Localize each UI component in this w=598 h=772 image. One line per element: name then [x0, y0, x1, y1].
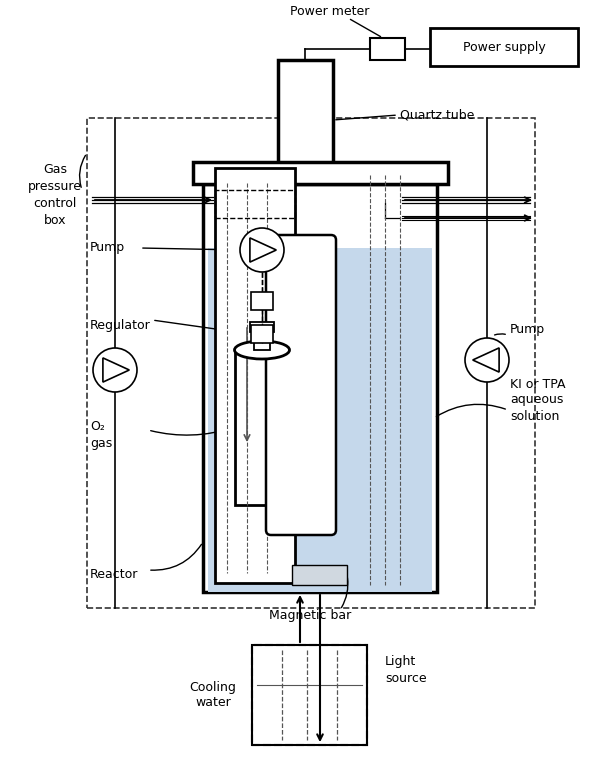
FancyBboxPatch shape [266, 235, 336, 535]
Bar [278, 60, 333, 165]
Circle shape [240, 228, 284, 272]
Text: Regulator: Regulator [90, 319, 151, 331]
Polygon shape [103, 358, 129, 382]
Bar [203, 184, 437, 592]
Text: Quartz tube: Quartz tube [400, 109, 474, 121]
Text: O₂
gas: O₂ gas [90, 421, 112, 449]
Bar [193, 162, 448, 184]
Bar [87, 118, 535, 608]
Bar [235, 350, 290, 505]
Text: Light
source: Light source [385, 655, 426, 685]
Bar [215, 168, 295, 583]
Bar [252, 645, 367, 745]
Bar [251, 325, 273, 343]
Circle shape [93, 348, 137, 392]
Ellipse shape [234, 341, 289, 359]
Circle shape [465, 338, 509, 382]
Text: KI or TPA
aqueous
solution: KI or TPA aqueous solution [510, 378, 566, 422]
Bar [254, 332, 270, 350]
Bar [250, 322, 274, 332]
Text: Pump: Pump [510, 323, 545, 337]
Text: Gas
pressure
control
box: Gas pressure control box [28, 163, 82, 227]
Text: Power meter: Power meter [290, 5, 370, 18]
Polygon shape [472, 348, 499, 372]
Bar [430, 28, 578, 66]
Bar [370, 38, 405, 60]
Text: Magnetic bar: Magnetic bar [269, 608, 351, 621]
Bar [292, 565, 347, 585]
Bar [208, 248, 432, 592]
Text: Pump: Pump [90, 242, 125, 255]
Bar [251, 292, 273, 310]
Bar [215, 190, 295, 218]
Polygon shape [250, 238, 276, 262]
Text: Power supply: Power supply [463, 40, 545, 53]
Text: Reactor: Reactor [90, 568, 138, 581]
Bar [252, 645, 367, 745]
Text: Cooling
water: Cooling water [190, 680, 236, 709]
